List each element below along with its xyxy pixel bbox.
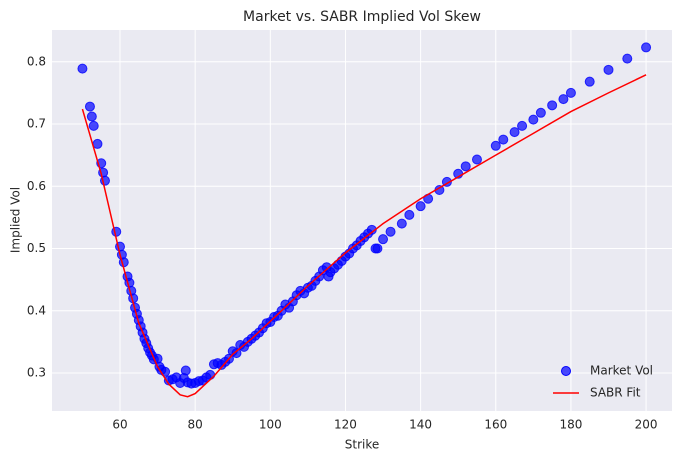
data-point [396, 218, 407, 229]
data-point [535, 107, 546, 118]
data-point [372, 243, 383, 254]
data-point [603, 64, 614, 75]
y-tick-label: 0.4 [27, 303, 46, 317]
data-point [622, 53, 633, 64]
x-tick-label: 140 [409, 418, 432, 432]
data-point [517, 120, 528, 131]
y-axis-label: Implied Vol [9, 187, 23, 253]
data-point [92, 138, 103, 149]
data-point [404, 209, 415, 220]
y-tick-label: 0.7 [27, 117, 46, 131]
x-tick-label: 120 [334, 418, 357, 432]
fit-line [81, 74, 647, 398]
data-point [498, 134, 509, 145]
data-point [111, 226, 122, 237]
x-axis-label: Strike [345, 438, 380, 452]
data-point [565, 87, 576, 98]
data-point [460, 161, 471, 172]
x-tick-label: 200 [635, 418, 658, 432]
y-tick-label: 0.3 [27, 366, 46, 380]
data-point [509, 127, 520, 138]
plot-area [52, 30, 672, 411]
x-tick-label: 100 [259, 418, 282, 432]
legend-marker [561, 366, 571, 376]
data-point [378, 234, 389, 245]
y-tick-label: 0.8 [27, 54, 46, 68]
data-point [231, 348, 242, 359]
data-point [641, 42, 652, 53]
legend-label: Market Vol [590, 364, 653, 378]
y-tick-label: 0.6 [27, 179, 46, 193]
chart-title: Market vs. SABR Implied Vol Skew [243, 9, 481, 25]
x-tick-label: 180 [559, 418, 582, 432]
data-point [584, 76, 595, 87]
data-point [415, 201, 426, 212]
x-tick-label: 80 [188, 418, 203, 432]
data-point [528, 114, 539, 125]
data-point [366, 224, 377, 235]
data-point [86, 111, 97, 122]
data-point [471, 154, 482, 165]
data-point [77, 63, 88, 74]
y-tick-label: 0.5 [27, 241, 46, 255]
data-point [490, 140, 501, 151]
data-point [88, 120, 99, 131]
data-point [385, 226, 396, 237]
data-point [84, 101, 95, 112]
data-point [558, 94, 569, 105]
data-point [205, 369, 216, 380]
x-tick-label: 60 [112, 418, 127, 432]
data-point [547, 100, 558, 111]
x-tick-label: 160 [484, 418, 507, 432]
legend-label: SABR Fit [590, 386, 641, 400]
data-point [180, 365, 191, 376]
